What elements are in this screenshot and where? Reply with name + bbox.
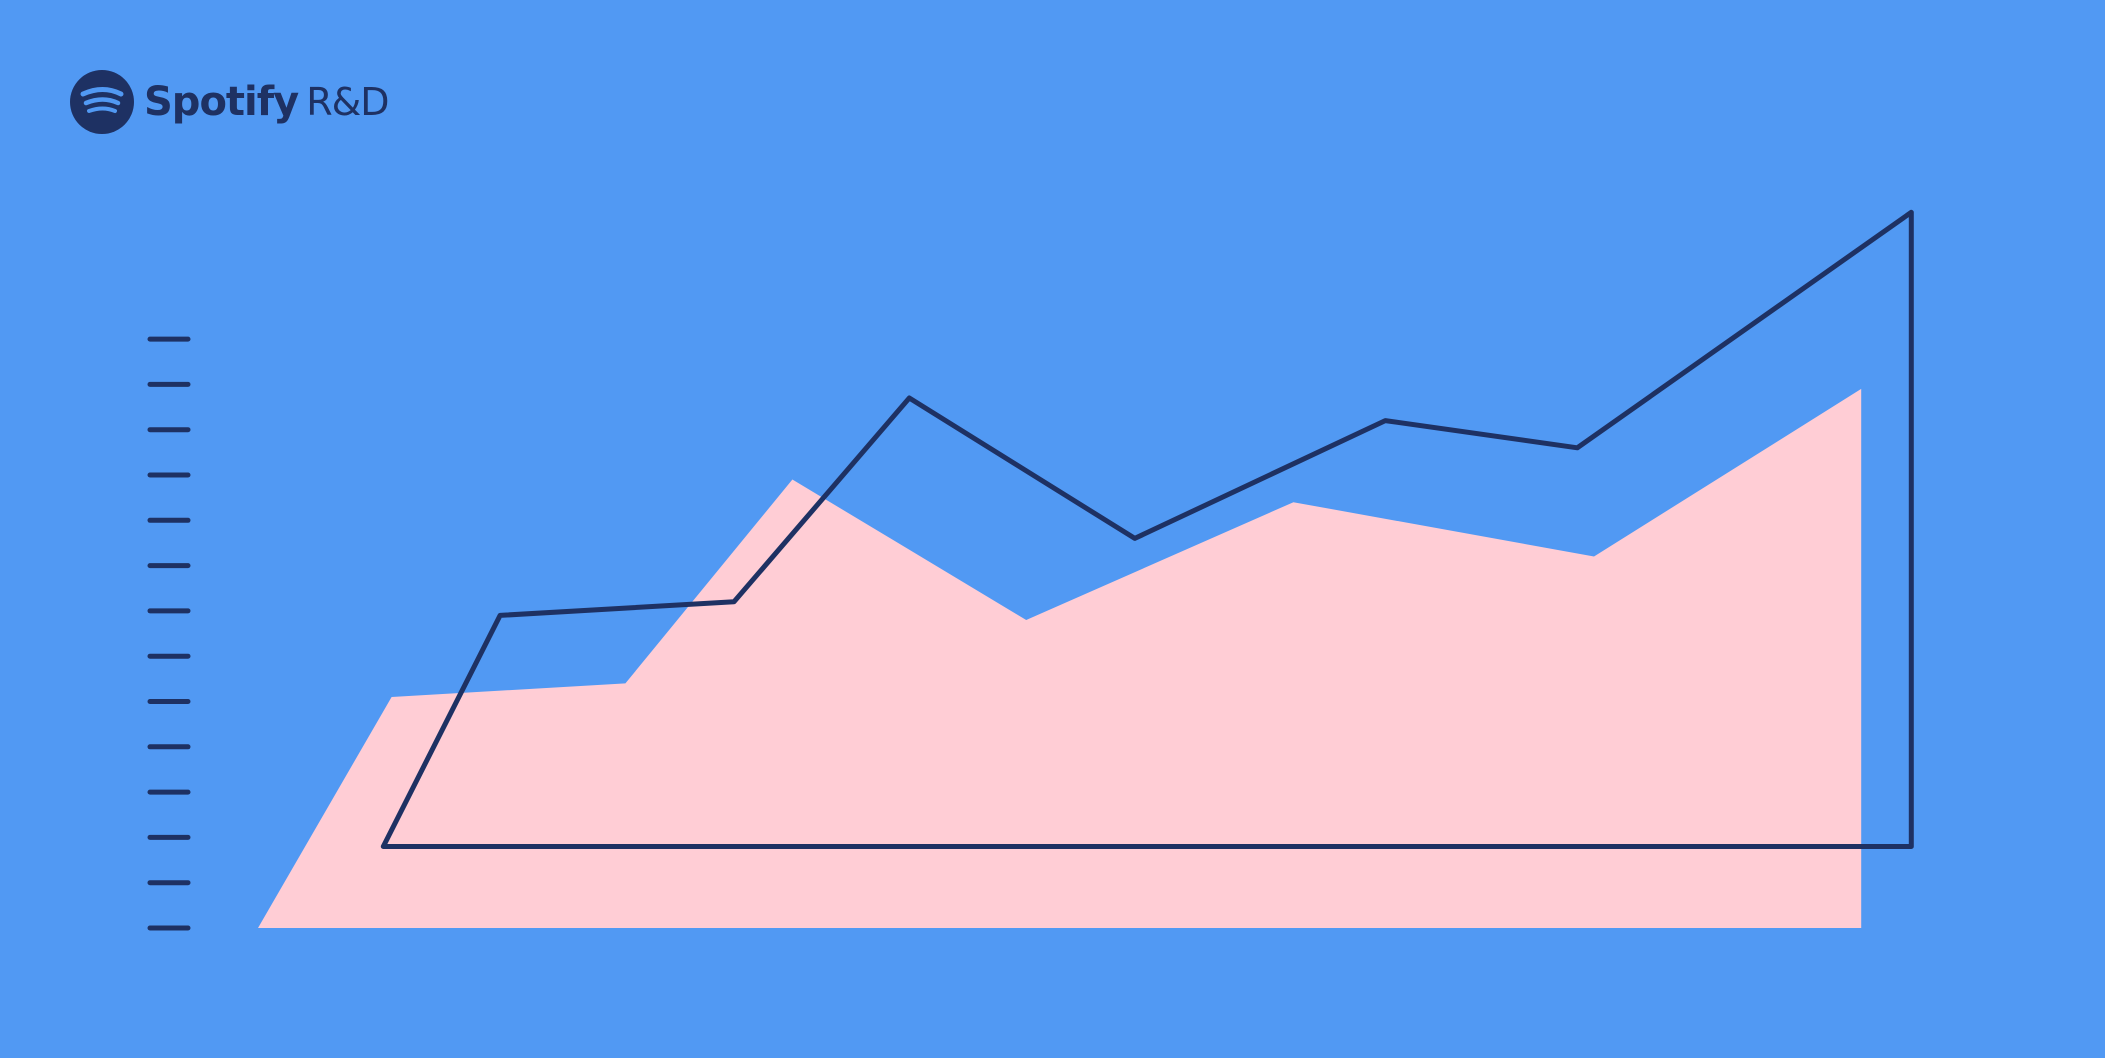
area-series-fill	[258, 388, 1862, 928]
brand-suffix: R&D	[306, 80, 389, 124]
y-axis-ticks	[147, 336, 191, 931]
brand-name: Spotify	[144, 79, 299, 125]
area-series-layer	[258, 388, 1862, 928]
outline-series-line	[380, 209, 1914, 849]
spotify-logo-icon	[70, 70, 134, 134]
brand: Spotify R&D	[70, 70, 390, 134]
line-series-layer	[380, 209, 1914, 849]
